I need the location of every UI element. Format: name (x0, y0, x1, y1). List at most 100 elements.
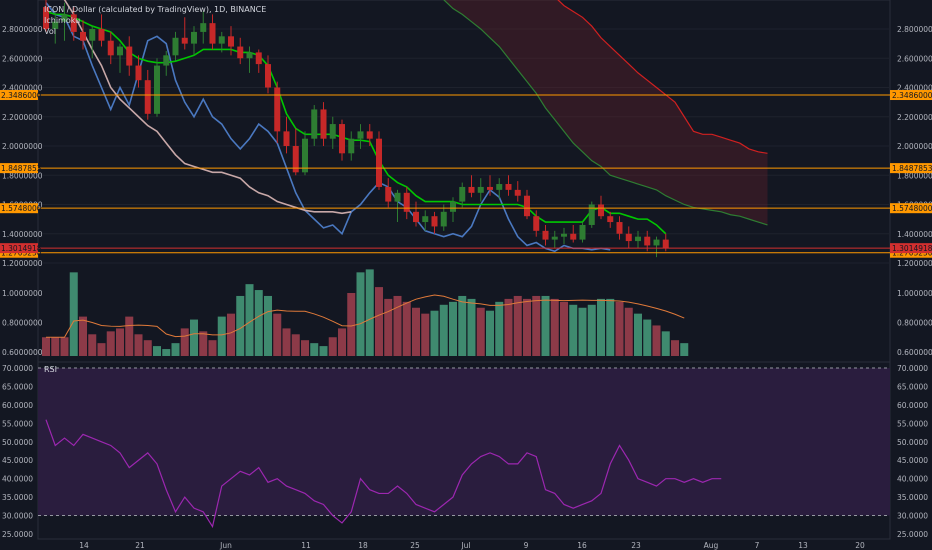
candle-body (144, 80, 151, 114)
candle-body (302, 138, 308, 173)
volume-bar (393, 295, 402, 356)
price-level-label-right: 1.8487853 (892, 164, 932, 173)
volume-bar (541, 295, 550, 356)
price-axes[interactable]: 2.8000000 2.8000000 2.6000000 2.6000000 2.40… (0, 25, 932, 550)
volume-bar (199, 331, 208, 356)
rsi-tick-left: 50.0000 (2, 438, 33, 447)
price-level-label-left: 1.3014918 (1, 244, 42, 253)
price-tick-left: 1.8000000 (2, 171, 43, 180)
candle-body (339, 124, 345, 154)
rsi-legend: RSI (44, 364, 57, 375)
candle-body (135, 65, 142, 81)
candle-body (218, 36, 225, 44)
volume-bar (88, 334, 97, 356)
price-level-label-right: 2.3486000 (892, 91, 932, 100)
volume-bars (42, 269, 689, 356)
candle-body (61, 14, 68, 22)
volume-bar (402, 301, 411, 356)
candle-body (237, 46, 244, 59)
volume-bar (412, 307, 420, 356)
legend: ICON / Dollar (calculated by TradingView… (44, 4, 266, 37)
price-level-label-left: 1.8487853 (1, 164, 42, 173)
candle-body (181, 37, 188, 44)
candle-body (80, 31, 86, 41)
candle-body (200, 23, 207, 32)
price-level-tag-right (890, 90, 932, 101)
indicator-ichimoku[interactable]: Ichimoku (44, 16, 81, 25)
volume-bar (467, 298, 476, 356)
volume-bar (606, 298, 615, 356)
candle-body (570, 233, 577, 240)
price-tick-left: 2.4000000 (2, 84, 43, 93)
rsi-tick-left: 60.0000 (2, 401, 33, 410)
candle-body (450, 201, 456, 212)
candle-body (255, 52, 262, 65)
price-level-tag-right (890, 203, 932, 214)
volume-bar (227, 313, 235, 356)
rsi-tick-right: 30.0000 (897, 512, 928, 521)
rsi-tick-left: 35.0000 (2, 493, 33, 502)
price-level-tag-left (0, 203, 38, 214)
volume-bar (458, 295, 467, 356)
rsi-tick-right: 25.0000 (897, 530, 928, 539)
candle-body (348, 138, 355, 154)
volume-bar (495, 301, 504, 356)
rsi-tick-left: 70.0000 (2, 364, 33, 373)
volume-bar (217, 316, 226, 356)
candle-body (265, 64, 271, 88)
rsi-tick-left: 45.0000 (2, 456, 33, 465)
price-tick-right: 2.0000000 (897, 142, 932, 151)
candle-body (440, 211, 447, 227)
volume-tick-left: 0.8000000 (2, 319, 43, 328)
volume-bar (597, 298, 605, 356)
volume-bar (282, 328, 291, 356)
candle-body (366, 131, 373, 139)
candle-body (468, 186, 475, 193)
candle-body (320, 109, 327, 139)
candle-body (635, 236, 641, 242)
price-candles (43, 0, 669, 258)
volume-bar (643, 319, 652, 356)
volume-bar (310, 343, 319, 356)
candle-body (52, 21, 59, 29)
indicator-rsi[interactable]: RSI (44, 365, 57, 374)
rsi-tick-right: 40.0000 (897, 475, 928, 484)
volume-bar (384, 298, 393, 356)
price-tick-left: 1.4000000 (2, 230, 43, 239)
volume-bar (245, 284, 254, 356)
price-level-label-right: 1.3014918 (892, 244, 932, 253)
volume-bar (560, 301, 568, 356)
time-tick: 9 (524, 541, 529, 550)
ichimoku-cloud (444, 0, 768, 225)
price-tick-right: 2.6000000 (897, 54, 932, 63)
volume-bar (97, 343, 106, 356)
candle-body (246, 52, 253, 59)
volume-bar (180, 328, 189, 356)
volume-bar (347, 293, 356, 356)
volume-bar (486, 310, 494, 356)
candle-body (533, 216, 540, 231)
candle-body (542, 230, 549, 240)
indicator-volume[interactable]: Vol (44, 27, 56, 36)
candle-body (598, 204, 604, 217)
rsi-tick-left: 65.0000 (2, 382, 33, 391)
candle-body (292, 146, 299, 173)
candle-body (385, 186, 392, 202)
rsi-tick-right: 65.0000 (897, 382, 928, 391)
candle-body (191, 31, 197, 44)
volume-bar (125, 316, 134, 356)
candle-body (644, 236, 651, 246)
time-tick: 16 (577, 541, 587, 550)
candle-body (228, 36, 234, 47)
candle-body (422, 216, 429, 223)
volume-bar (338, 328, 346, 356)
candle-body (431, 216, 438, 227)
volume-tick-right: 0.8000000 (897, 319, 932, 328)
rsi-tick-right: 45.0000 (897, 456, 928, 465)
volume-bar (116, 328, 124, 356)
volume-bar (162, 349, 171, 356)
candle-body (487, 186, 493, 190)
symbol-title[interactable]: ICON / Dollar (calculated by TradingView… (44, 5, 267, 14)
candle-body (394, 192, 401, 202)
